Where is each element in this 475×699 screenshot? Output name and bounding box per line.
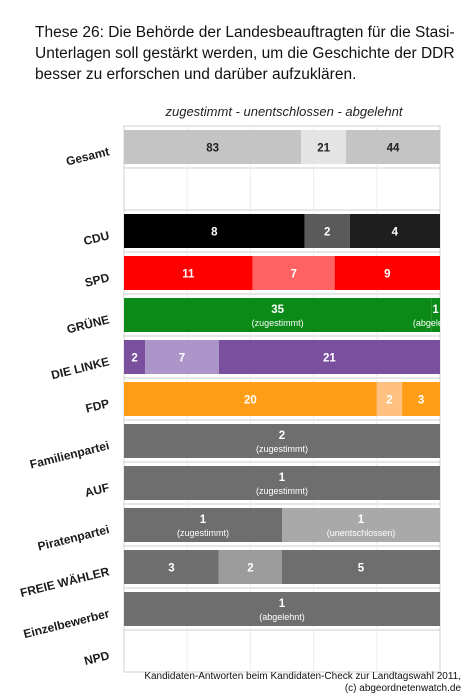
bar-segment [124,256,253,290]
bar-segment [402,382,440,416]
data-label: 1 [279,472,286,484]
category-labels: Gesamt CDU SPD GRÜNE DIE LINKE FDP Familienpar… [18,144,111,668]
source-note: Kandidaten-Antworten beim Kandidaten-Che… [144,671,461,695]
bar-segment [124,508,282,542]
data-label: 2 [131,353,137,365]
data-label: 21 [317,143,330,155]
bar-segment [124,466,440,500]
data-label: 11 [182,269,195,281]
data-label: 3 [418,395,424,407]
category-label: DIE LINKE [50,354,111,382]
bar-group: 83 21 448 2 411 7 935(zugestimmt)1(abgelehnt)2… [124,130,458,626]
category-label: FDP [84,396,111,415]
bar-segment [124,130,302,164]
bar-segment [124,424,440,458]
bar-segment [304,214,350,248]
data-label: 83 [206,143,219,155]
bar-segment [124,340,146,374]
data-label: 1 [200,514,207,526]
category-label: AUF [83,480,110,500]
data-label: 7 [291,269,297,281]
bar-segment [124,214,305,248]
category-label: Piratenpartei [36,522,111,553]
data-label: 2 [386,395,392,407]
legend-text: zugestimmt - unentschlossen - abgelehnt [164,104,403,119]
data-label: 7 [179,353,185,365]
bar-segment [124,298,432,332]
bar-segment [301,130,347,164]
source-line-1: Kandidaten-Antworten beim Kandidaten-Che… [144,671,461,682]
data-label: 5 [358,563,365,575]
category-label: NPD [83,648,111,668]
category-label: SPD [83,270,111,290]
data-label: 1 [432,304,439,316]
data-label: 2 [279,430,285,442]
bar-segment [376,382,403,416]
bar-segment [145,340,219,374]
category-label: GRÜNE [65,311,111,336]
data-sublabel: (abgelehnt) [259,612,305,622]
data-label: 2 [324,227,330,239]
data-label: 44 [387,143,400,155]
bar-segment [431,298,440,332]
data-sublabel: (zugestimmt) [256,444,308,454]
data-label: 9 [384,269,390,281]
category-label: Gesamt [65,144,111,168]
data-label: 3 [168,563,174,575]
data-label: 1 [358,514,365,526]
data-label: 1 [279,598,286,610]
category-label: Familienpartei [28,438,110,471]
bar-segment [124,550,219,584]
data-sublabel: (zugestimmt) [252,318,304,328]
category-label: CDU [82,228,111,248]
bar-segment [346,130,440,164]
data-sublabel: (zugestimmt) [256,486,308,496]
data-sublabel: (zugestimmt) [177,528,229,538]
data-label: 20 [244,395,257,407]
category-label: Einzelbewerber [22,606,111,641]
source-line-2: (c) abgeordnetenwatch.de [344,683,461,694]
bar-segment [218,340,440,374]
data-label: 35 [271,304,284,316]
data-label: 2 [247,563,253,575]
bar-segment [252,256,335,290]
chart-title: These 26: Die Behörde der Landesbeauftra… [35,24,455,83]
bar-segment [282,508,440,542]
data-sublabel: (abgelehnt) [413,318,459,328]
data-label: 8 [211,227,218,239]
data-sublabel: (unentschlossen) [327,528,396,538]
bar-segment [349,214,440,248]
bar-segment [282,550,440,584]
bar-segment [334,256,440,290]
category-label: FREIE WÄHLER [18,563,111,600]
data-label: 21 [323,353,336,365]
data-label: 4 [392,227,399,239]
bar-segment [124,382,377,416]
bar-segment [124,592,440,626]
bar-segment [218,550,282,584]
